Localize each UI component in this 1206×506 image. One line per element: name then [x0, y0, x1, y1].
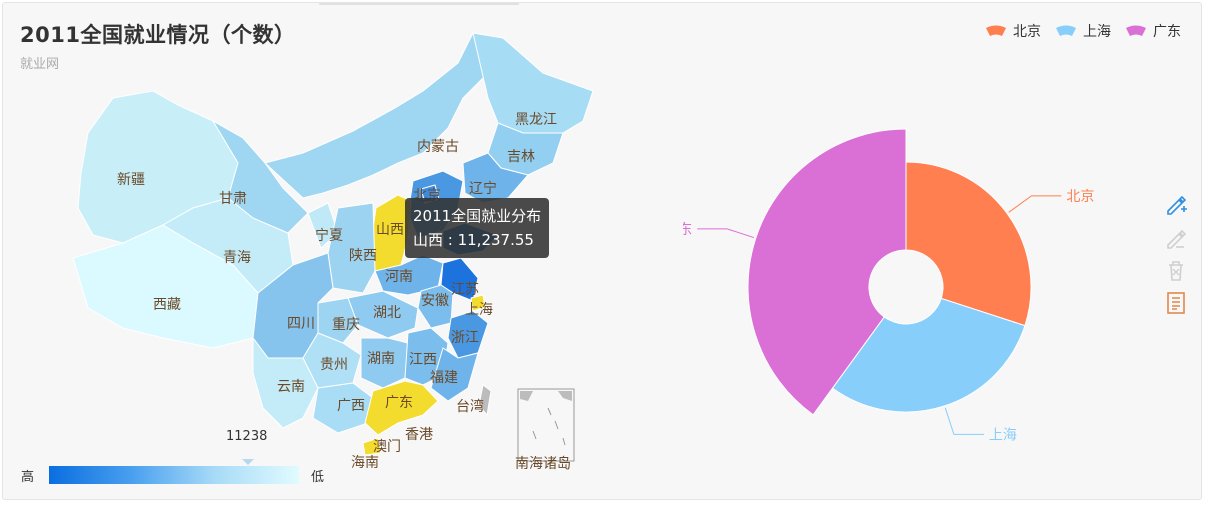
data-view-icon[interactable]: [1164, 291, 1188, 315]
province-hainan[interactable]: [362, 437, 382, 456]
legend-label-guangdong: 广东: [1153, 24, 1181, 40]
map-label: 浙江: [451, 330, 479, 346]
map-label: 吉林: [507, 149, 535, 165]
map-label: 湖南: [367, 351, 395, 367]
map-label: 湖北: [373, 305, 401, 321]
map-label: 江苏: [451, 282, 479, 298]
tooltip-line: 山西 : 11,237.55: [413, 231, 534, 249]
pie-slice-0[interactable]: [905, 161, 1032, 327]
province-guangdong[interactable]: [364, 380, 439, 436]
pie-label-line-0: [1008, 195, 1062, 213]
map-label: 安徽: [421, 293, 449, 309]
map-label: 海南: [351, 455, 379, 471]
map-label: 云南: [277, 379, 305, 395]
map-label: 上海: [465, 302, 493, 318]
legend: 北京 上海 广东: [985, 21, 1181, 41]
chart-subtitle: 就业网: [20, 57, 60, 72]
map-label: 西藏: [153, 297, 181, 313]
province-fujian[interactable]: [430, 347, 479, 402]
chart-card: 2011全国就业情况（个数） 就业网 北京 上海 广东: [2, 2, 1202, 500]
legend-swatch-shanghai: [1056, 25, 1076, 36]
map-label: 黑龙江: [515, 112, 557, 128]
pie-slice-1[interactable]: [831, 297, 1026, 413]
pie-label-1: 上海: [989, 427, 1017, 443]
map-label: 台湾: [456, 398, 484, 415]
province-taiwan[interactable]: [478, 384, 492, 417]
map-label: 福建: [430, 370, 458, 386]
legend-swatch-guangdong: [1126, 25, 1146, 36]
pie-slice-2[interactable]: [747, 128, 907, 416]
map-tooltip: 2011全国就业分布 山西 : 11,237.55: [405, 198, 550, 258]
map-label: 贵州: [320, 357, 348, 373]
trash-icon[interactable]: [1164, 259, 1188, 283]
province-yunnan[interactable]: [252, 336, 319, 429]
legend-item-beijing[interactable]: 北京: [985, 21, 1041, 41]
visual-map-high-label: 高: [21, 470, 35, 485]
province-neimenggu[interactable]: [263, 32, 504, 199]
legend-swatch-beijing: [986, 25, 1006, 36]
map-label: 新疆: [117, 172, 145, 188]
province-gansu[interactable]: [211, 119, 309, 234]
map-label: 青海: [223, 250, 251, 266]
visual-map-current-value: 11238: [226, 429, 268, 444]
map-label: 内蒙古: [417, 139, 459, 155]
top-strip: [319, 3, 519, 5]
map-label: 广东: [385, 395, 413, 411]
province-henan[interactable]: [374, 254, 444, 296]
pencil-add-icon[interactable]: [1164, 193, 1188, 217]
pie-label-line-2: [697, 228, 754, 239]
pie-label-0: 北京: [1066, 189, 1094, 205]
legend-item-guangdong[interactable]: 广东: [1125, 21, 1181, 41]
map-label: 重庆: [332, 317, 360, 333]
visual-map-bar[interactable]: [49, 466, 299, 484]
map-label: 广西: [337, 398, 365, 414]
map-label: 甘肃: [219, 191, 247, 207]
map-label: 河南: [385, 269, 413, 285]
pie-label-line-1: [944, 407, 984, 435]
visual-map-low-label: 低: [311, 470, 325, 485]
pencil-icon[interactable]: [1164, 227, 1188, 251]
map-provinces: [72, 32, 594, 456]
province-liaoning[interactable]: [462, 152, 529, 204]
map-label: 宁夏: [315, 227, 343, 244]
legend-label-shanghai: 上海: [1083, 24, 1111, 40]
map-label: 澳门: [373, 439, 401, 455]
map-label: 辽宁: [469, 180, 497, 197]
map-label: 江西: [409, 352, 437, 368]
map-label: 四川: [287, 316, 315, 332]
chart-title: 2011全国就业情况（个数）: [20, 23, 296, 47]
map-label: 陕西: [349, 248, 377, 264]
province-heilongjiang[interactable]: [472, 32, 594, 134]
visual-map-indicator: [242, 459, 254, 465]
province-shanghai[interactable]: [470, 294, 486, 312]
south-china-sea-inset: [517, 388, 575, 462]
map-label: 南海诸岛: [515, 456, 571, 472]
pie-label-2: 广东: [683, 222, 692, 238]
tooltip-title: 2011全国就业分布: [413, 207, 542, 225]
legend-item-shanghai[interactable]: 上海: [1055, 21, 1111, 41]
map-label: 香港: [405, 427, 433, 443]
legend-label-beijing: 北京: [1013, 24, 1041, 40]
map-label: 山西: [376, 222, 404, 238]
